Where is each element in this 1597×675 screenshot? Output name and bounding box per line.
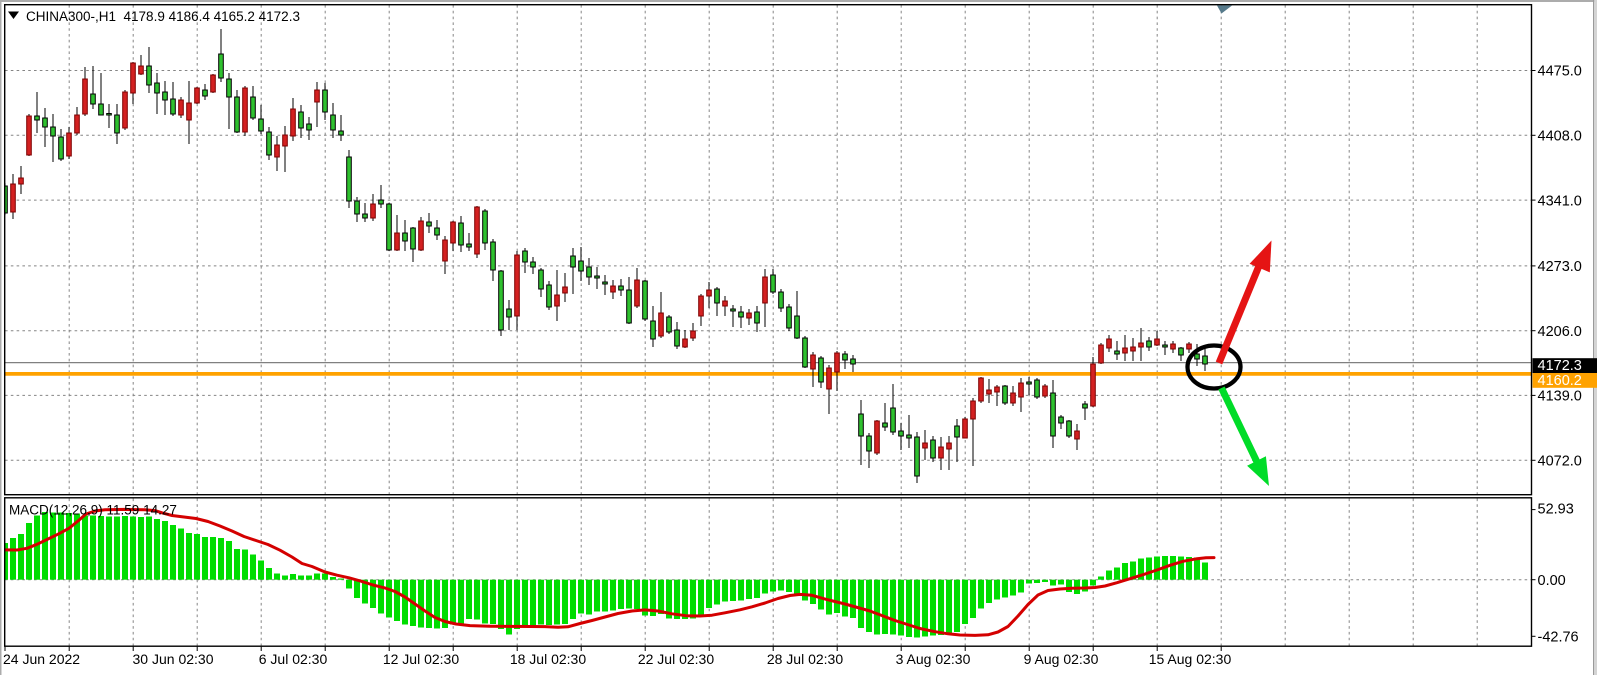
- svg-text:0.00: 0.00: [1538, 573, 1566, 589]
- svg-text:30 Jun 02:30: 30 Jun 02:30: [133, 651, 214, 667]
- svg-text:28 Jul 02:30: 28 Jul 02:30: [767, 651, 843, 667]
- svg-text:15 Aug 02:30: 15 Aug 02:30: [1149, 651, 1232, 667]
- svg-text:4475.0: 4475.0: [1538, 64, 1582, 80]
- svg-text:MACD(12,26,9) 11.59 14.27: MACD(12,26,9) 11.59 14.27: [9, 503, 177, 518]
- svg-text:12 Jul 02:30: 12 Jul 02:30: [383, 651, 459, 667]
- svg-text:4160.2: 4160.2: [1538, 373, 1582, 389]
- svg-text:6 Jul 02:30: 6 Jul 02:30: [259, 651, 328, 667]
- svg-text:-42.76: -42.76: [1538, 630, 1579, 646]
- svg-text:4341.0: 4341.0: [1538, 193, 1582, 209]
- svg-text:22 Jul 02:30: 22 Jul 02:30: [638, 651, 714, 667]
- svg-text:3 Aug 02:30: 3 Aug 02:30: [896, 651, 971, 667]
- svg-text:4273.0: 4273.0: [1538, 259, 1582, 275]
- svg-text:52.93: 52.93: [1538, 501, 1574, 517]
- svg-text:4139.0: 4139.0: [1538, 389, 1582, 405]
- svg-text:4072.0: 4072.0: [1538, 454, 1582, 470]
- svg-text:4172.3: 4172.3: [1538, 358, 1582, 374]
- svg-text:4408.0: 4408.0: [1538, 129, 1582, 145]
- svg-text:CHINA300-,H1 4178.9 4186.4 41: CHINA300-,H1 4178.9 4186.4 4165.2 4172.3: [26, 9, 300, 24]
- svg-text:18 Jul 02:30: 18 Jul 02:30: [510, 651, 586, 667]
- svg-text:9 Aug 02:30: 9 Aug 02:30: [1024, 651, 1099, 667]
- svg-text:24 Jun 2022: 24 Jun 2022: [3, 651, 80, 667]
- svg-text:4206.0: 4206.0: [1538, 324, 1582, 340]
